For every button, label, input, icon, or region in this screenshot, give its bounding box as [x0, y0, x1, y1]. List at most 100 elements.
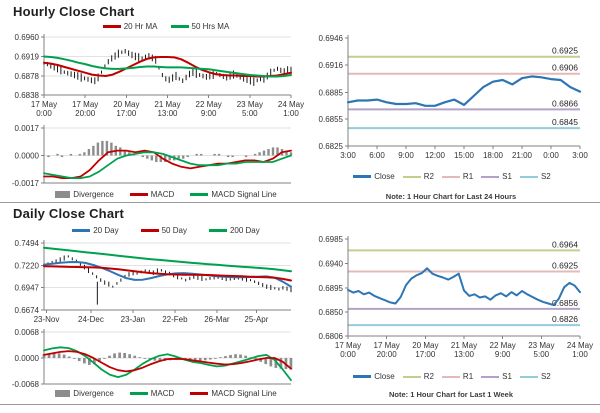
50hr-ma-swatch: [170, 25, 189, 28]
weekly-pivot-note: Note: 1 Hour Chart for Last 1 Week: [388, 390, 514, 399]
y-tick-label: 0.6885: [319, 88, 344, 97]
divergence-bar: [128, 354, 131, 358]
legend-label: R1: [462, 172, 474, 181]
daily-ma-legend: 20 Day 50 Day 200 Day: [40, 226, 292, 235]
x-tick-label: 20 May 17:00: [412, 341, 438, 359]
divergence-bar: [198, 358, 202, 361]
close-swatch: [353, 175, 372, 178]
y-tick-label: 0.0000: [15, 354, 40, 363]
legend-item-macd: MACD: [129, 389, 174, 398]
divergence-bar: [52, 353, 56, 358]
legend-item-20day: 20 Day: [72, 226, 119, 235]
panel-separator: [0, 202, 600, 203]
legend-item-50hr-ma: 50 Hrs MA: [170, 22, 230, 31]
x-tick-label: 22 May 9:00: [196, 100, 222, 118]
series-MACD Signal Line: [43, 151, 292, 179]
hourly-pivot-chart: 0.6925 0.6906 0.6866 0.6845 0.6946 0.6916 0.68…: [319, 34, 589, 160]
divergence-bar: [289, 358, 293, 370]
y-tick-label: 0.7494: [15, 239, 40, 248]
20hr-ma-swatch: [102, 25, 121, 28]
divergence-bar: [168, 155, 171, 161]
hourly-pivot-legend: Close R2 R1 S1 S2: [322, 172, 582, 181]
y-tick-label: 0.6878: [15, 72, 40, 81]
legend-label: MACD: [150, 190, 175, 199]
divergence-bar: [146, 155, 149, 159]
y-tick-label: 0.6806: [319, 332, 344, 341]
s2-swatch: [519, 375, 538, 378]
divergence-bar: [258, 152, 261, 156]
legend-item-s2: S2: [519, 172, 551, 181]
pivot-label-R1: 0.6906: [552, 63, 578, 73]
hourly-ma-legend: 20 Hr MA 50 Hrs MA: [40, 22, 292, 31]
divergence-bar: [285, 150, 288, 156]
series-Close: [346, 75, 582, 107]
x-tick-label: 24-Dec: [78, 315, 104, 324]
x-tick-label: 21 May 13:00: [451, 341, 477, 359]
divergence-bar: [93, 358, 96, 365]
divergence-bar: [57, 353, 61, 358]
divergence-bar: [226, 155, 230, 158]
legend-item-200day: 200 Day: [208, 226, 260, 235]
divergence-bar: [153, 358, 157, 361]
y-tick-label: 0.6838: [15, 91, 40, 100]
y-tick-label: 0.6850: [319, 308, 344, 317]
legend-item-r2: R2: [402, 172, 434, 181]
s1-swatch: [481, 175, 500, 178]
x-tick-label: 17 May 20:00: [374, 341, 400, 359]
series-MACD Signal Line: [43, 350, 292, 373]
divergence-bar: [128, 152, 131, 156]
hourly-chart-title: Hourly Close Chart: [13, 4, 135, 19]
pivot-label-S2: 0.6826: [552, 314, 578, 324]
legend-item-r1: R1: [441, 172, 474, 181]
divergence-bar: [77, 358, 81, 362]
y-tick-label: 0.7220: [15, 261, 40, 270]
divergence-bar: [118, 352, 121, 358]
legend-label: 50 Hrs MA: [191, 22, 230, 31]
x-tick-label: 24 May 1:00: [567, 341, 593, 359]
divergence-bar: [96, 142, 100, 156]
x-tick-label: 23 May 5:00: [237, 100, 263, 118]
divergence-bar: [177, 155, 180, 159]
r2-swatch: [402, 175, 421, 178]
x-tick-label: 17 May 0:00: [31, 100, 57, 118]
divergence-bar: [229, 354, 232, 358]
legend-label: R1: [462, 372, 474, 381]
divergence-bar: [62, 354, 66, 358]
x-tick-label: 21 May 13:00: [154, 100, 180, 118]
divergence-bar: [279, 358, 283, 369]
50day-swatch: [140, 229, 159, 232]
series-MACD: [43, 149, 292, 179]
series-Close: [347, 267, 581, 307]
close-swatch: [353, 375, 372, 378]
legend-item-r1: R1: [441, 372, 474, 381]
hourly-pivot-note: Note: 1 Hour Chart for Last 24 Hours: [385, 192, 517, 201]
macd-swatch: [129, 392, 148, 395]
y-tick-label: 0.6985: [319, 235, 344, 244]
y-tick-label: 0.0000: [15, 152, 40, 161]
legend-item-s1: S1: [481, 372, 512, 381]
divergence-bar: [219, 357, 222, 358]
legend-label: Close: [374, 372, 395, 381]
y-tick-label: 0.6919: [15, 52, 40, 61]
weekly-pivot-chart: 0.6964 0.6925 0.6856 0.6826 0.6985 0.6940 0.68…: [319, 235, 594, 359]
s2-swatch: [519, 175, 538, 178]
y-tick-label: 0.6960: [15, 33, 40, 42]
legend-item-50day: 50 Day: [140, 226, 187, 235]
divergence-bar: [209, 358, 212, 360]
x-tick-label: 17 May 0:00: [335, 341, 361, 359]
x-tick-label: 9:00: [398, 151, 414, 160]
divergence-bar: [217, 153, 221, 156]
legend-item-divergence: Divergence: [55, 389, 114, 398]
divergence-bar: [56, 153, 59, 156]
legend-label: 200 Day: [229, 226, 260, 235]
divergence-swatch: [55, 390, 71, 397]
divergence-bar: [83, 152, 86, 156]
y-tick-label: 0.6946: [319, 34, 344, 43]
pivot-label-S2: 0.6845: [552, 117, 578, 127]
y-tick-label: -0.0017: [12, 179, 40, 188]
x-tick-label: 20 May 17:00: [113, 100, 139, 118]
divergence-bar: [234, 354, 237, 358]
divergence-bar: [143, 358, 147, 359]
divergence-bar: [188, 358, 192, 360]
